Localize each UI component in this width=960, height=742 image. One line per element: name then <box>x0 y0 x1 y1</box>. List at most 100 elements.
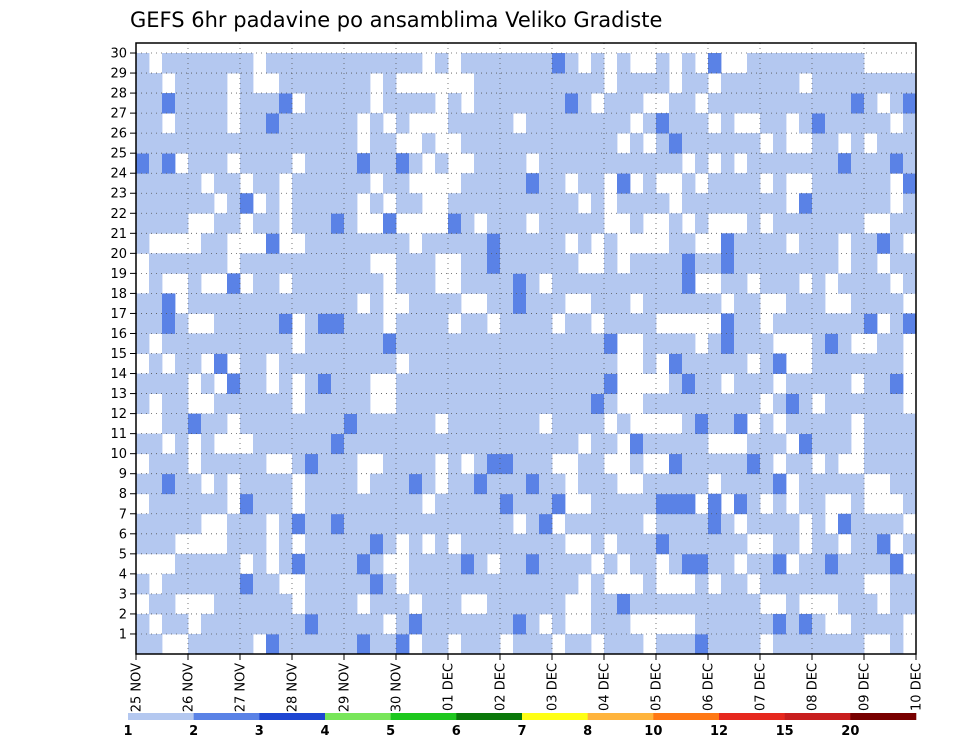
heatmap-cell <box>305 553 319 575</box>
heatmap-cell <box>552 333 566 354</box>
heatmap-cell <box>864 533 878 555</box>
heatmap-cell <box>188 633 202 655</box>
heatmap-cell <box>370 613 384 635</box>
heatmap-cell <box>539 73 553 94</box>
heatmap-cell <box>435 633 449 655</box>
heatmap-cell <box>409 253 423 274</box>
heatmap-cell <box>318 173 332 194</box>
heatmap-cell <box>760 573 774 595</box>
heatmap-cell <box>864 373 878 394</box>
y-tick-label: 15 <box>110 347 127 362</box>
heatmap-cell <box>149 513 163 535</box>
y-tick-label: 11 <box>110 427 127 442</box>
heatmap-cell <box>487 513 501 535</box>
heatmap-cell <box>370 533 384 555</box>
heatmap-cell <box>344 313 358 334</box>
heatmap-cell <box>565 153 579 174</box>
y-tick-label: 10 <box>110 447 127 462</box>
heatmap-cell <box>240 573 254 595</box>
heatmap-cell <box>682 113 696 134</box>
heatmap-cell <box>513 213 527 234</box>
heatmap-cell <box>240 93 254 114</box>
heatmap-cell <box>461 433 475 455</box>
y-tick-label: 25 <box>110 147 127 162</box>
heatmap-cell <box>461 413 475 435</box>
heatmap-cell <box>734 373 748 394</box>
heatmap-cell <box>903 213 917 234</box>
heatmap-cell <box>890 93 904 114</box>
heatmap-cell <box>149 193 163 214</box>
heatmap-cell <box>331 133 345 154</box>
heatmap-cell <box>552 533 566 555</box>
heatmap-cell <box>864 393 878 414</box>
heatmap-cell <box>565 253 579 274</box>
heatmap-cell <box>812 233 826 254</box>
heatmap-cell <box>812 613 826 635</box>
heatmap-cell <box>253 533 267 555</box>
heatmap-cell <box>175 353 189 374</box>
heatmap-cell <box>812 473 826 495</box>
heatmap-cell <box>799 613 813 635</box>
heatmap-cell <box>604 393 618 414</box>
heatmap-cell <box>734 93 748 114</box>
heatmap-cell <box>305 293 319 314</box>
heatmap-cell <box>695 553 709 575</box>
heatmap-cell <box>903 153 917 174</box>
heatmap-cell <box>812 113 826 134</box>
heatmap-cell <box>305 93 319 114</box>
heatmap-cell <box>513 433 527 455</box>
heatmap-cell <box>318 593 332 615</box>
heatmap-cell <box>383 333 397 354</box>
heatmap-cell <box>747 633 761 655</box>
heatmap-cell <box>760 553 774 575</box>
heatmap-cell <box>383 133 397 154</box>
heatmap-cell <box>500 73 514 94</box>
heatmap-cell <box>630 133 644 154</box>
heatmap-cell <box>357 253 371 274</box>
heatmap-cell <box>175 313 189 334</box>
heatmap-cell <box>240 333 254 354</box>
heatmap-cell <box>695 133 709 154</box>
heatmap-cell <box>214 73 228 94</box>
heatmap-cell <box>643 153 657 174</box>
heatmap-cell <box>565 573 579 595</box>
heatmap-cell <box>617 413 631 435</box>
heatmap-cell <box>383 473 397 495</box>
heatmap-cell <box>708 293 722 314</box>
heatmap-cell <box>383 93 397 114</box>
heatmap-cell <box>760 193 774 214</box>
heatmap-cell <box>344 473 358 495</box>
heatmap-cell <box>253 313 267 334</box>
heatmap-cell <box>448 593 462 615</box>
heatmap-cell <box>526 193 540 214</box>
heatmap-cell <box>266 413 280 435</box>
heatmap-cell <box>396 493 410 515</box>
heatmap-cell <box>175 553 189 575</box>
heatmap-cell <box>682 53 696 74</box>
heatmap-cell <box>240 193 254 214</box>
heatmap-cell <box>396 313 410 334</box>
heatmap-cell <box>604 373 618 394</box>
heatmap-cell <box>838 413 852 435</box>
heatmap-cell <box>136 573 150 595</box>
x-tick-label: 09 DEC <box>858 663 873 711</box>
heatmap-cell <box>890 333 904 354</box>
heatmap-cell <box>838 433 852 455</box>
heatmap-cell <box>513 333 527 354</box>
heatmap-cell <box>279 293 293 314</box>
y-tick-label: 27 <box>110 107 127 122</box>
heatmap-cell <box>279 553 293 575</box>
heatmap-cell <box>825 413 839 435</box>
heatmap-cell <box>279 393 293 414</box>
heatmap-cell <box>773 553 787 575</box>
heatmap-cell <box>617 93 631 114</box>
heatmap-cell <box>539 113 553 134</box>
heatmap-cell <box>877 233 891 254</box>
heatmap-cell <box>266 333 280 354</box>
heatmap-cell <box>799 433 813 455</box>
heatmap-cell <box>487 193 501 214</box>
heatmap-cell <box>604 253 618 274</box>
heatmap-cell <box>474 453 488 475</box>
heatmap-cell <box>487 413 501 435</box>
heatmap-cell <box>474 393 488 414</box>
